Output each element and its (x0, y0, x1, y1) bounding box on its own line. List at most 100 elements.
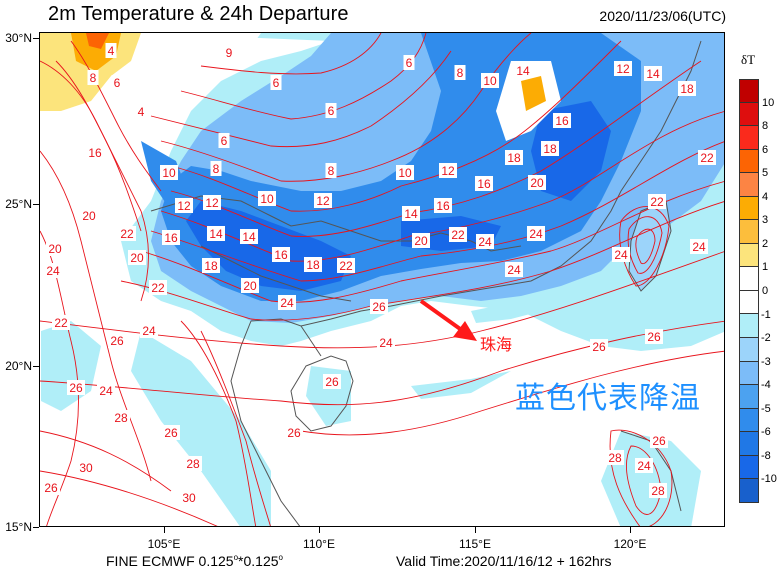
colorbar-label: -6 (761, 426, 771, 439)
contour-label-bg (80, 208, 98, 223)
contour-label: 8 (457, 66, 464, 80)
contour-label: 22 (151, 281, 165, 295)
contour-label-bg (402, 206, 420, 221)
contour-label-bg (202, 258, 220, 273)
contour-label-bg (481, 73, 499, 88)
contour-label: 4 (138, 105, 145, 119)
colorbar-swatch (740, 361, 758, 386)
contour-label: 18 (543, 142, 557, 156)
contour-label: 26 (164, 426, 178, 440)
contour-label: 12 (441, 164, 455, 178)
colorbar-label: 4 (762, 190, 769, 203)
contour-label: 28 (186, 457, 200, 471)
contour-label-bg (396, 165, 414, 180)
colorbar-swatch (740, 455, 758, 480)
colorbar-label: -2 (761, 332, 771, 345)
contour-label: 26 (325, 375, 339, 389)
warming-2-3-area (521, 76, 546, 111)
contour-label: 26 (44, 481, 58, 495)
colorbar-title: δT (741, 52, 756, 67)
colorbar-swatch (740, 149, 758, 174)
contour-label-bg (162, 425, 180, 440)
colorbar-label: -1 (761, 308, 771, 321)
contour-label-bg (207, 226, 225, 241)
contour-label-bg (184, 456, 202, 471)
contour-label-bg (86, 145, 104, 160)
colorbar-label: 10 (762, 96, 775, 109)
longitude-tick (475, 527, 476, 533)
degree-mark: o (278, 553, 283, 562)
contour-label: 20 (82, 209, 96, 223)
contour-label: 14 (209, 227, 223, 241)
contour-label: 24 (478, 235, 492, 249)
coastline (150, 40, 702, 526)
colorbar-label: 0 (762, 285, 769, 297)
contour-label: 30 (79, 461, 93, 475)
map-panel: 4 8 6 4 16 6 6 6 9 6 8 10 14 12 14 18 10 8 12 12 10 8 12 16 14 14… (39, 32, 725, 527)
contour-label-bg (505, 150, 523, 165)
contour-label-bg (505, 262, 523, 277)
chart-title: 2m Temperature & 24h Departure (48, 3, 349, 25)
degree-mark: o (233, 553, 239, 562)
colorbar-swatch (740, 102, 758, 127)
latitude-tick (33, 527, 39, 528)
contour-label-bg (272, 247, 290, 262)
contour-label-bg (175, 198, 193, 213)
contour-label: 6 (221, 134, 228, 148)
contour-label-bg (203, 195, 221, 210)
longitude-label: 115°E (459, 537, 491, 551)
contour-label-bg (527, 226, 545, 241)
contour-label-bg (180, 490, 198, 505)
contour-label: 24 (529, 227, 543, 241)
contour-label: 6 (114, 76, 121, 90)
contour-label: 16 (436, 199, 450, 213)
colorbar-swatch (740, 314, 758, 339)
contour-label: 10 (398, 166, 412, 180)
colorbar-swatch (740, 408, 758, 433)
colorbar-swatch (740, 385, 758, 409)
contour-label: 12 (316, 194, 330, 208)
contour-label-bg (278, 295, 296, 310)
colorbar-label: 5 (762, 167, 769, 180)
contour-label-bg (434, 198, 452, 213)
contour-label-bg (223, 45, 235, 60)
contour-label: 22 (54, 316, 68, 330)
valid-time: Valid Time:2020/11/16/12 + 162hrs (396, 553, 612, 569)
contour-label: 6 (406, 56, 413, 70)
contour-label-bg (218, 133, 230, 148)
contour-label-bg (678, 81, 696, 96)
contour-label-bg (590, 339, 608, 354)
colorbar-swatch (740, 338, 758, 362)
contour-label-bg (97, 383, 115, 398)
contour-label: 14 (242, 230, 256, 244)
contour-label: 22 (451, 228, 465, 242)
contour-label: 26 (372, 300, 386, 314)
contour-label: 16 (164, 231, 178, 245)
contour-label-bg (111, 75, 123, 90)
contour-label: 12 (177, 199, 191, 213)
contour-label-bg (439, 163, 457, 178)
contour-label: 16 (477, 177, 491, 191)
contour-label: 24 (142, 324, 156, 338)
colorbar-swatch (740, 290, 758, 315)
contour-label: 20 (243, 279, 257, 293)
colorbar-label: 8 (762, 120, 769, 133)
contour-label-bg (112, 410, 130, 425)
latitude-label: 15°N (5, 520, 32, 534)
contour-label-bg (118, 226, 136, 241)
contour-label-bg (128, 250, 146, 265)
contour-label: 24 (379, 336, 393, 350)
contour-label: 10 (483, 74, 497, 88)
latitude-tick (33, 366, 39, 367)
contour-label: 8 (328, 164, 335, 178)
longitude-label: 110°E (303, 537, 335, 551)
contour-label-bg (314, 193, 332, 208)
contour-label: 4 (108, 44, 115, 58)
contour-label-bg (52, 315, 70, 330)
contour-label-bg (614, 61, 632, 76)
contour-label: 28 (651, 484, 665, 498)
contour-label-bg (135, 104, 147, 119)
contour-label: 12 (616, 62, 630, 76)
contour-label-bg (304, 257, 322, 272)
contour-label: 9 (226, 46, 233, 60)
